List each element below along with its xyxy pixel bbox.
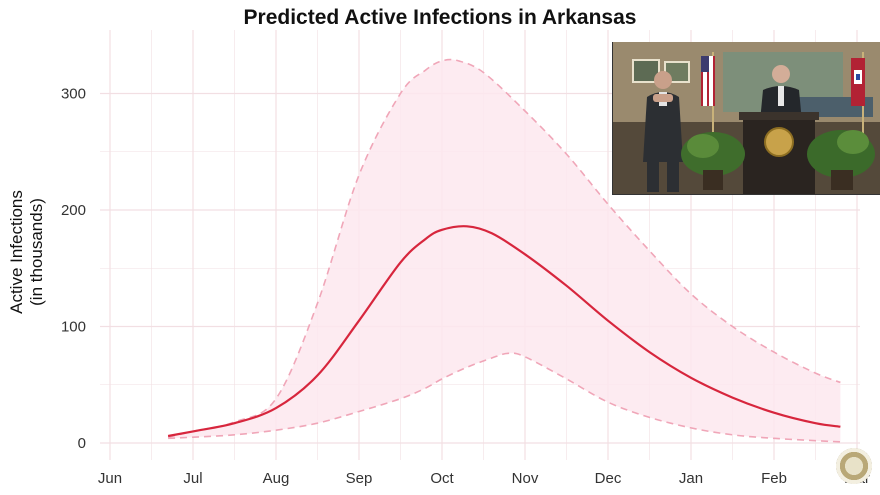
x-tick-label: Sep xyxy=(346,470,373,487)
x-tick-label: Jul xyxy=(183,470,202,487)
plant-icon xyxy=(807,130,875,190)
x-tick-label: Jan xyxy=(679,470,703,487)
y-tick-labels: 0 100 200 300 xyxy=(61,86,86,453)
x-tick-label: Jun xyxy=(98,470,122,487)
y-tick-label: 200 xyxy=(61,202,86,219)
seal-icon xyxy=(836,448,872,484)
x-tick-label: Aug xyxy=(263,470,290,487)
x-tick-labels: JunJulAugSepOctNovDecJanFebMar xyxy=(98,470,870,487)
y-tick-label: 100 xyxy=(61,319,86,336)
predicted-infections-line xyxy=(167,225,841,438)
x-tick-label: Oct xyxy=(430,470,454,487)
seal-icon xyxy=(764,127,794,157)
lower-bound-line xyxy=(168,352,841,443)
video-inset xyxy=(612,42,880,195)
y-tick-label: 0 xyxy=(78,435,86,452)
x-tick-label: Feb xyxy=(761,470,787,487)
upper-bound-line xyxy=(167,58,841,438)
confidence-band xyxy=(168,59,841,442)
y-axis-title-line2: (in thousands) xyxy=(27,198,46,306)
x-tick-label: Nov xyxy=(512,470,539,487)
x-tick-label: Dec xyxy=(595,470,622,487)
y-tick-label: 300 xyxy=(61,86,86,103)
y-axis-title-line1: Active Infections xyxy=(7,190,26,314)
series-lines xyxy=(167,58,841,443)
person-sign-language-icon xyxy=(643,71,683,192)
chart-title: Predicted Active Infections in Arkansas xyxy=(243,6,637,29)
plant-icon xyxy=(681,132,745,190)
confidence-band-area xyxy=(168,59,841,442)
